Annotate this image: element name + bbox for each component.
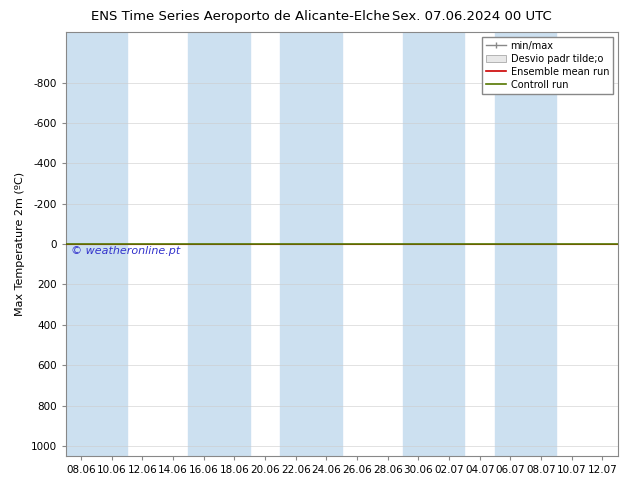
Bar xyxy=(403,32,465,456)
Bar xyxy=(188,32,250,456)
Legend: min/max, Desvio padr tilde;o, Ensemble mean run, Controll run: min/max, Desvio padr tilde;o, Ensemble m… xyxy=(482,37,613,94)
Y-axis label: Max Temperature 2m (ºC): Max Temperature 2m (ºC) xyxy=(15,172,25,316)
Text: © weatheronline.pt: © weatheronline.pt xyxy=(71,246,181,256)
Bar xyxy=(495,32,557,456)
Bar xyxy=(280,32,342,456)
Bar xyxy=(66,32,127,456)
Text: ENS Time Series Aeroporto de Alicante-Elche: ENS Time Series Aeroporto de Alicante-El… xyxy=(91,10,391,23)
Text: Sex. 07.06.2024 00 UTC: Sex. 07.06.2024 00 UTC xyxy=(392,10,552,23)
